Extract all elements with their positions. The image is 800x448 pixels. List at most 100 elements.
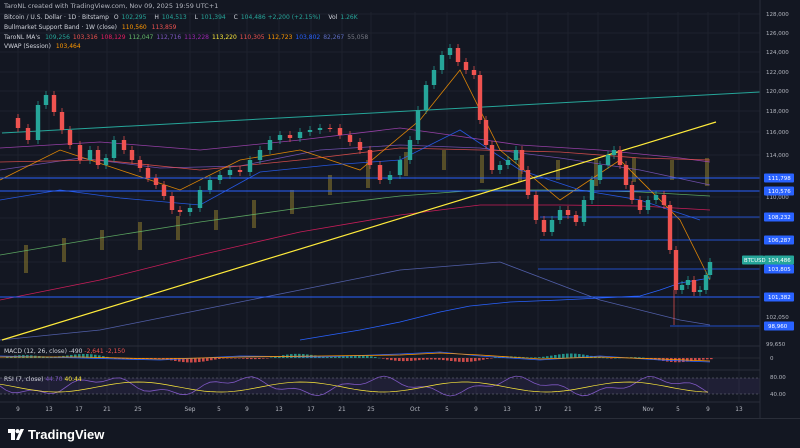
rsi-legend[interactable]: RSI (7, close) 44.70 40.44 <box>4 376 82 383</box>
band-marker <box>328 175 332 195</box>
macd-bar <box>82 353 85 358</box>
legend-bmsb-row[interactable]: Bullmarket Support Band · 1W (close) 110… <box>4 23 371 33</box>
ma-line-4 <box>0 147 711 171</box>
macd-bar <box>554 354 557 358</box>
candle-body <box>707 262 713 275</box>
macd-bar <box>190 358 193 363</box>
macd-bar <box>462 358 465 362</box>
candle-body <box>277 135 283 140</box>
candle-body <box>685 280 691 285</box>
candlesticks <box>15 44 713 325</box>
time-tick-label: 17 <box>307 407 315 413</box>
macd-bar <box>370 356 373 358</box>
band-marker <box>138 222 142 250</box>
macd-bar <box>422 358 425 360</box>
candle-body <box>87 150 93 160</box>
candle-body <box>483 120 489 145</box>
macd-bar <box>538 357 541 358</box>
macd-bar <box>550 355 553 358</box>
price-tag <box>764 173 794 183</box>
ma-value-5: 113,228 <box>184 33 209 41</box>
yellow-trendline[interactable] <box>1 121 717 341</box>
ma-value-10: 82,267 <box>323 33 345 41</box>
rsi-line <box>0 375 709 397</box>
macd-bar <box>558 354 561 358</box>
macd-bar <box>198 358 201 363</box>
symbol-title[interactable]: Bitcoin / U.S. Dollar · 1D · Bitstamp <box>4 14 109 21</box>
trendlines[interactable] <box>1 91 761 341</box>
macd-bar <box>446 358 449 361</box>
price-tag-label: 108,232 <box>768 215 791 221</box>
candle-body <box>15 118 21 128</box>
macd-bar <box>482 358 485 360</box>
macd-bar <box>402 358 405 362</box>
candle-body <box>207 180 213 190</box>
macd-line <box>0 351 711 363</box>
macd-bar <box>270 357 273 358</box>
candle-body <box>415 110 421 140</box>
macd-bar <box>202 358 205 362</box>
legend-ma-row[interactable]: TaroNL MA's 109,256 103,316 108,129 112,047… <box>4 33 371 43</box>
macd-bar <box>478 358 481 361</box>
macd-bar <box>562 353 565 358</box>
macd-legend[interactable]: MACD (12, 26, close) -490 -2,641 -2,150 <box>4 348 125 355</box>
volume-readout: Vol 1.26K <box>328 14 358 21</box>
candle-body <box>145 168 151 178</box>
macd-bar <box>246 358 249 359</box>
macd-bar <box>242 358 245 359</box>
tradingview-logo-icon <box>8 428 24 440</box>
candle-body <box>327 128 333 129</box>
macd-bar <box>226 358 229 359</box>
macd-bar <box>670 358 673 362</box>
macd-bar <box>118 358 121 359</box>
macd-signal-line <box>0 352 711 362</box>
candle-body <box>43 95 49 105</box>
macd-bar <box>426 358 429 360</box>
macd-bar <box>258 358 261 359</box>
macd-bar <box>698 358 701 361</box>
macd-bar <box>122 358 125 360</box>
macd-bar <box>490 358 493 359</box>
macd-bar <box>102 356 105 358</box>
rsi-value-1: 44.70 <box>45 376 63 383</box>
macd-value-1: -490 <box>68 348 83 355</box>
ma-value-11: 55,058 <box>347 33 369 41</box>
time-tick-label: 25 <box>367 407 375 413</box>
ma-line-7 <box>0 261 711 341</box>
macd-bar <box>98 355 101 358</box>
candle-body <box>637 200 643 210</box>
macd-bar <box>230 358 233 359</box>
candle-body <box>533 195 539 220</box>
macd-bar <box>158 358 161 359</box>
price-axis[interactable]: 128,000 126,000 124,000 122,000 120,000 118,0… <box>742 0 794 418</box>
macd-bar <box>666 358 669 362</box>
band-marker <box>290 190 294 214</box>
band-marker <box>24 245 28 273</box>
tradingview-logo[interactable]: TradingView <box>8 427 104 442</box>
candle-body <box>447 48 453 55</box>
price-tick-label: 118,000 <box>766 109 789 115</box>
band-marker <box>442 150 446 170</box>
candle-body <box>337 128 343 135</box>
candle-body <box>573 215 579 222</box>
vwap-value: 103,464 <box>55 43 81 51</box>
band-marker <box>705 158 709 186</box>
candle-body <box>367 150 373 165</box>
candle-body <box>227 170 233 175</box>
candle-body <box>35 105 41 140</box>
macd-bar <box>530 357 533 358</box>
macd-bar <box>206 358 209 361</box>
green-trendline[interactable] <box>1 91 761 134</box>
rsi-ma-line <box>0 381 709 393</box>
time-axis[interactable]: 9 13 17 21 25 Sep 5 9 13 17 21 25 Oct 5 9 13 17 21 25 Nov 5 9… <box>16 407 743 413</box>
band-marker <box>632 158 636 182</box>
macd-bar <box>374 356 377 358</box>
legend-vwap-row[interactable]: VWAP (Session) 103,464 <box>4 42 371 52</box>
price-tag <box>764 292 794 302</box>
candle-body <box>549 220 555 232</box>
band-marker <box>176 216 180 240</box>
macd-bar <box>674 358 677 363</box>
candle-body <box>153 178 159 185</box>
